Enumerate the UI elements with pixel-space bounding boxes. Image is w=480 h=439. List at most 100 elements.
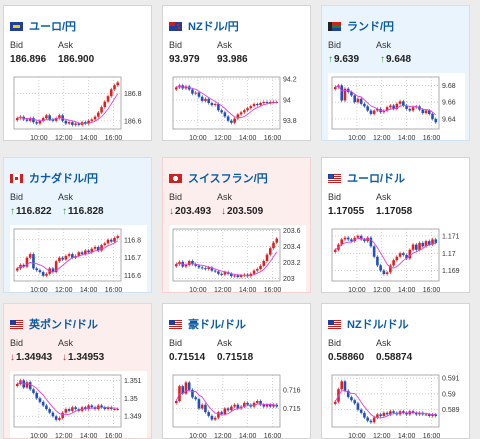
rate-card[interactable]: ランド/円 Bid Ask ↑9.639 ↑9.648 10:00 12:00 14:00 16…: [321, 5, 470, 141]
x-tick-label: 16:00: [423, 287, 441, 293]
candle-body: [217, 104, 220, 111]
rate-card[interactable]: NZドル/円 Bid Ask 93.979 93.986 10:00 12:00 14:00 1…: [162, 5, 311, 141]
currency-pair-title[interactable]: カナダドル/円: [29, 173, 99, 185]
candle-body: [35, 268, 38, 271]
y-tick-label: 0.591: [442, 376, 460, 383]
card-header[interactable]: ランド/円: [328, 18, 394, 34]
candle-body: [350, 92, 353, 96]
bid-number: 116.822: [16, 206, 52, 217]
card-header[interactable]: 豪ドル/ドル: [169, 316, 246, 332]
card-header[interactable]: NZドル/円: [169, 18, 239, 34]
intraday-chart[interactable]: 10:00 12:00 14:00 16:00 9.68 9.66 9.64: [328, 73, 465, 140]
candle-body: [210, 415, 214, 420]
bid-value: 1.17055: [328, 206, 364, 217]
rate-card[interactable]: ユーロ/ドル Bid Ask 1.17055 1.17058 10:00 12:00 14:0…: [321, 157, 470, 293]
candle-body: [402, 253, 405, 255]
candle-body: [207, 267, 210, 269]
candle-body: [230, 273, 233, 277]
currency-pair-title[interactable]: 英ポンド/ドル: [29, 319, 99, 331]
currency-pair-title[interactable]: スイスフラン/円: [188, 173, 268, 185]
candle-body: [174, 401, 178, 404]
candle-body: [256, 269, 259, 271]
y-tick-label: 0.716: [283, 387, 301, 394]
candle-body: [51, 412, 55, 417]
currency-pair-title[interactable]: ユーロ/円: [29, 21, 77, 33]
card-header[interactable]: ユーロ/円: [10, 18, 76, 34]
candle-body: [363, 239, 366, 242]
rate-card[interactable]: スイスフラン/円 Bid Ask ↓203.493 ↓203.509 10:00 12:00…: [162, 157, 311, 293]
y-tick-label: 1.169: [442, 268, 460, 275]
candle-body: [272, 404, 275, 407]
x-tick-label: 14:00: [398, 433, 416, 439]
ask-label: Ask: [217, 40, 233, 50]
candle-body: [191, 89, 194, 94]
rate-card[interactable]: ユーロ/円 Bid Ask 186.896 186.900 10:00 12:00 14:00…: [3, 5, 152, 141]
candle-body: [213, 270, 217, 272]
card-header[interactable]: NZドル/ドル: [328, 316, 409, 332]
rate-card[interactable]: カナダドル/円 Bid Ask ↑116.822 ↑116.828 10:00 12:00 1…: [3, 157, 152, 293]
moving-average-line: [334, 238, 436, 269]
bid-value: ↑9.639: [328, 54, 359, 65]
intraday-chart[interactable]: 10:00 12:00 14:00 16:00 0.716 0.715: [169, 371, 306, 438]
candle-body: [90, 119, 94, 121]
card-header[interactable]: ユーロ/ドル: [328, 170, 405, 186]
candle-body: [15, 118, 19, 121]
candle-body: [87, 250, 90, 253]
candle-body: [22, 264, 26, 267]
x-tick-label: 14:00: [80, 433, 98, 439]
y-tick-label: 203.4: [283, 244, 301, 251]
card-header[interactable]: カナダドル/円: [10, 170, 98, 186]
candle-body: [100, 107, 103, 113]
ask-label: Ask: [58, 338, 74, 348]
ask-number: 1.17058: [376, 206, 413, 217]
candle-body: [100, 245, 103, 251]
intraday-chart[interactable]: 10:00 12:00 14:00 16:00 116.8 116.7 116.6: [10, 225, 147, 293]
ask-value: ↓203.509: [221, 206, 263, 217]
bid-label: Bid: [169, 338, 183, 348]
rate-card[interactable]: NZドル/ドル Bid Ask 0.58860 0.58874 10:00 12:00 14:…: [321, 303, 470, 439]
rate-card[interactable]: 豪ドル/ドル Bid Ask 0.71514 0.71518 10:00 12:00 14:0…: [162, 303, 311, 439]
rate-card[interactable]: 英ポンド/ドル Bid Ask ↓1.34943 ↓1.34953 10:00 12:00 1…: [3, 303, 152, 439]
down-arrow-icon: ↓: [10, 352, 15, 363]
candle-body: [262, 101, 266, 103]
card-header[interactable]: スイスフラン/円: [169, 170, 268, 186]
currency-pair-title[interactable]: NZドル/ドル: [347, 319, 409, 331]
candle-body: [421, 109, 425, 114]
card-header[interactable]: 英ポンド/ドル: [10, 316, 98, 332]
intraday-chart[interactable]: 10:00 12:00 14:00 16:00 203.6 203.4 203.2 203: [169, 225, 306, 292]
currency-pair-title[interactable]: ランド/円: [347, 21, 395, 33]
candle-body: [204, 404, 207, 413]
currency-pair-title[interactable]: NZドル/円: [188, 21, 239, 33]
price-chart-svg: 10:00 12:00 14:00 16:00 0.591 0.59 0.589: [328, 371, 465, 439]
intraday-chart[interactable]: 10:00 12:00 14:00 16:00 186.8 186.6: [10, 73, 147, 141]
x-tick-label: 12:00: [55, 135, 73, 141]
candle-body: [265, 101, 269, 103]
currency-pair-title[interactable]: 豪ドル/ドル: [188, 319, 247, 331]
candle-body: [213, 104, 217, 106]
candle-body: [424, 110, 428, 114]
bid-label: Bid: [328, 192, 342, 202]
bid-number: 1.17055: [328, 206, 365, 217]
bid-label: Bid: [328, 40, 342, 50]
candle-body: [427, 110, 431, 114]
y-tick-label: 1.349: [124, 414, 142, 421]
candle-body: [259, 265, 262, 269]
intraday-chart[interactable]: 10:00 12:00 14:00 16:00 0.591 0.59 0.589: [328, 371, 465, 439]
x-tick-label: 10:00: [30, 287, 48, 293]
candle-body: [84, 407, 87, 410]
candle-body: [71, 122, 74, 125]
candle-body: [174, 264, 178, 267]
candle-body: [239, 275, 243, 277]
ask-label: Ask: [217, 338, 233, 348]
au-us-flag-icon: [169, 319, 182, 329]
candle-body: [343, 237, 347, 240]
candle-body: [197, 92, 201, 97]
x-tick-label: 10:00: [30, 135, 48, 141]
currency-pair-title[interactable]: ユーロ/ドル: [347, 173, 406, 185]
candle-body: [200, 96, 204, 101]
candle-body: [376, 108, 379, 111]
intraday-chart[interactable]: 10:00 12:00 14:00 16:00 1.171 1.17 1.169: [328, 225, 465, 293]
intraday-chart[interactable]: 10:00 12:00 14:00 16:00 94.2 94 93.8: [169, 73, 306, 140]
gb-us-flag-icon: [10, 319, 23, 329]
intraday-chart[interactable]: 10:00 12:00 14:00 16:00 1.351 1.35 1.349: [10, 371, 147, 439]
